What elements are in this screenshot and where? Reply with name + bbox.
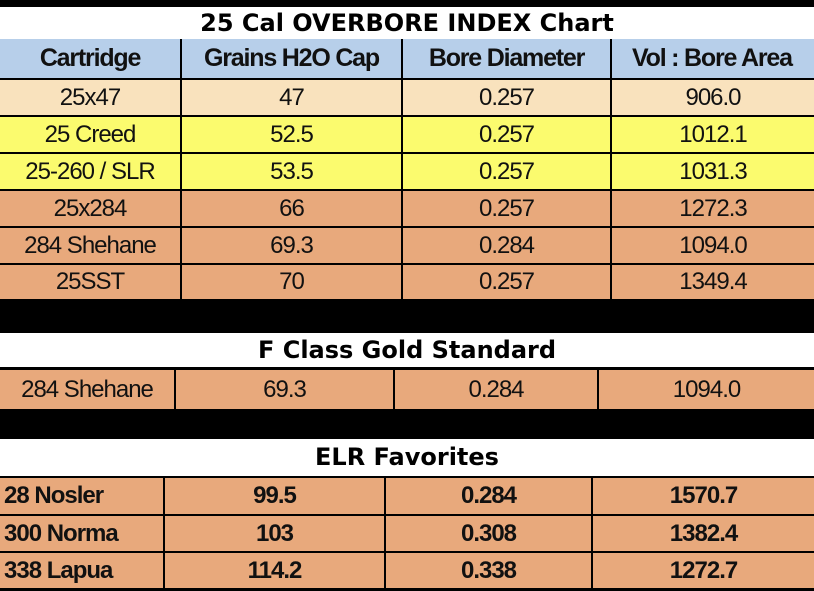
cell-grains: 53.5: [181, 153, 403, 191]
cell-vol: 1570.7: [592, 478, 814, 516]
table-row: 284 Shehane 69.3 0.284 1094.0: [0, 227, 814, 265]
cell-bore: 0.308: [385, 515, 593, 553]
table-row: 338 Lapua 114.2 0.338 1272.7: [0, 552, 814, 590]
cell-grains: 66: [181, 190, 403, 228]
overbore-table: Cartridge Grains H2O Cap Bore Diameter V…: [0, 39, 814, 301]
cell-cartridge: 28 Nosler: [0, 478, 165, 516]
cell-vol: 1349.4: [611, 264, 814, 301]
cell-vol: 1382.4: [592, 515, 814, 553]
cell-grains: 114.2: [164, 552, 386, 590]
cell-grains: 47: [181, 79, 403, 117]
cell-vol: 1272.3: [611, 190, 814, 228]
cell-vol: 1094.0: [598, 370, 814, 411]
table-row: 25 Creed 52.5 0.257 1012.1: [0, 116, 814, 154]
cell-cartridge: 25SST: [0, 264, 182, 301]
cell-vol: 1272.7: [592, 552, 814, 590]
cell-bore: 0.257: [402, 79, 612, 117]
table-row: 25-260 / SLR 53.5 0.257 1031.3: [0, 153, 814, 191]
table-row: 284 Shehane 69.3 0.284 1094.0: [0, 370, 814, 411]
cell-grains: 69.3: [175, 370, 395, 411]
fclass-title: F Class Gold Standard: [0, 333, 814, 367]
cell-cartridge: 300 Norma: [0, 515, 165, 553]
cell-cartridge: 25x47: [0, 79, 182, 117]
header-vol-bore-area: Vol : Bore Area: [611, 39, 814, 80]
cell-cartridge: 284 Shehane: [0, 227, 182, 265]
table-row: 300 Norma 103 0.308 1382.4: [0, 515, 814, 553]
cell-bore: 0.257: [402, 190, 612, 228]
cell-vol: 1012.1: [611, 116, 814, 154]
cell-grains: 52.5: [181, 116, 403, 154]
cell-bore: 0.338: [385, 552, 593, 590]
cell-bore: 0.284: [402, 227, 612, 265]
cell-vol: 906.0: [611, 79, 814, 117]
cell-vol: 1031.3: [611, 153, 814, 191]
header-bore-diameter: Bore Diameter: [402, 39, 612, 80]
table-row: 25x284 66 0.257 1272.3: [0, 190, 814, 228]
cell-vol: 1094.0: [611, 227, 814, 265]
elr-title: ELR Favorites: [0, 439, 814, 476]
cell-cartridge: 284 Shehane: [0, 370, 176, 411]
table-row: 25SST 70 0.257 1349.4: [0, 264, 814, 301]
cell-bore: 0.257: [402, 116, 612, 154]
cell-cartridge: 338 Lapua: [0, 552, 165, 590]
header-cartridge: Cartridge: [0, 39, 182, 80]
cell-grains: 103: [164, 515, 386, 553]
table-row: 25x47 47 0.257 906.0: [0, 79, 814, 117]
cell-bore: 0.284: [385, 478, 593, 516]
cell-bore: 0.284: [394, 370, 599, 411]
cell-bore: 0.257: [402, 153, 612, 191]
table-header-row: Cartridge Grains H2O Cap Bore Diameter V…: [0, 39, 814, 80]
table-row: 28 Nosler 99.5 0.284 1570.7: [0, 478, 814, 516]
overbore-chart-title: 25 Cal OVERBORE INDEX Chart: [0, 7, 814, 39]
cell-grains: 69.3: [181, 227, 403, 265]
elr-table: 28 Nosler 99.5 0.284 1570.7 300 Norma 10…: [0, 478, 814, 590]
cell-cartridge: 25 Creed: [0, 116, 182, 154]
cell-grains: 70: [181, 264, 403, 301]
fclass-table: 284 Shehane 69.3 0.284 1094.0: [0, 370, 814, 411]
cell-cartridge: 25x284: [0, 190, 182, 228]
header-grains-h2o-cap: Grains H2O Cap: [181, 39, 403, 80]
cell-grains: 99.5: [164, 478, 386, 516]
cell-cartridge: 25-260 / SLR: [0, 153, 182, 191]
cell-bore: 0.257: [402, 264, 612, 301]
